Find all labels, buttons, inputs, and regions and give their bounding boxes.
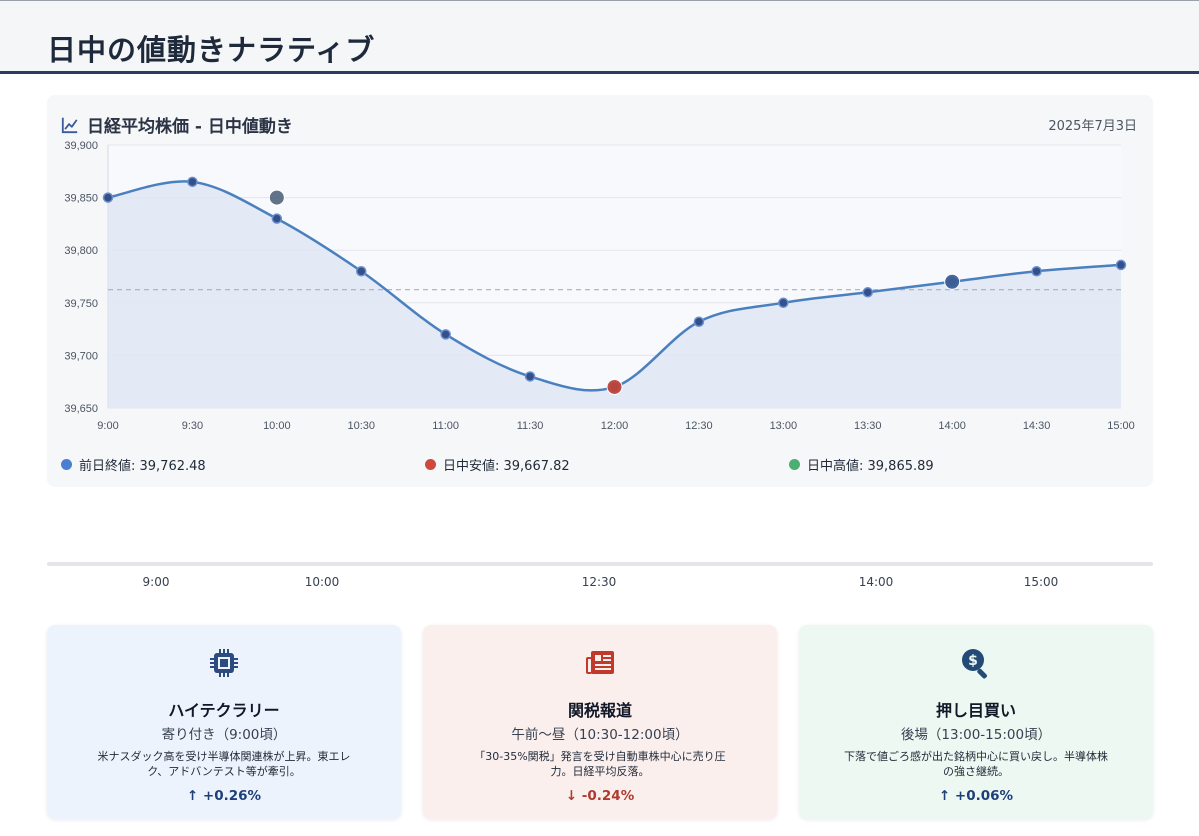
timeline-label: 15:00 xyxy=(1023,575,1059,589)
timeline-label: 12:30 xyxy=(581,575,617,589)
y-tick-label: 39,850 xyxy=(64,193,98,205)
card-change: ↑ +0.06% xyxy=(799,788,1153,804)
narrative-card-dip-buying: $ 押し目買い 後場（13:00-15:00頃） 下落で値ごろ感が出た銘柄中心に… xyxy=(799,625,1153,819)
x-tick-label: 14:00 xyxy=(938,420,966,432)
intraday-line-chart: 39,650 39,700 39,750 39,800 39,850 39,900 9:00… xyxy=(64,140,1135,432)
legend-dot xyxy=(425,459,436,470)
newspaper-icon xyxy=(586,651,614,674)
y-tick-label: 39,700 xyxy=(64,350,98,362)
chart-title: 日経平均株価 - 日中値動き xyxy=(61,112,293,137)
data-point xyxy=(524,371,536,382)
page-title: 日中の値動きナラティブ xyxy=(47,33,376,67)
data-point xyxy=(356,265,367,277)
data-point xyxy=(1031,265,1042,277)
timeline-label: 9:00 xyxy=(142,575,170,589)
event-marker xyxy=(268,189,285,206)
data-point xyxy=(440,329,451,340)
timeline-bar xyxy=(47,562,1153,566)
area-fill xyxy=(108,181,1121,408)
card-period: 後場（13:00-15:00頃） xyxy=(900,727,1052,743)
legend-label: 日中安値: 39,667.82 xyxy=(443,459,570,474)
change-value: +0.26% xyxy=(202,788,262,804)
card-change: ↑ +0.26% xyxy=(47,788,401,804)
card-period: 寄り付き（9:00頃） xyxy=(161,727,287,743)
chart-card: 39,650 39,700 39,750 39,800 39,850 39,900 9:00… xyxy=(47,95,1153,487)
change-value: +0.06% xyxy=(954,788,1014,804)
card-description: 米ナスダック高を受け半導体関連株が上昇。東エレク、アドバンテスト等が牽引。 xyxy=(97,750,351,778)
search-dollar-icon: $ xyxy=(962,649,987,679)
x-tick-label: 11:30 xyxy=(517,420,544,432)
card-description: 「30-35%関税」発言を受け自動車株中心に売り圧力。日経平均反落。 xyxy=(474,750,726,778)
cpu-chip-icon xyxy=(210,649,238,677)
legend-label: 日中高値: 39,865.89 xyxy=(807,459,934,474)
event-marker xyxy=(606,378,623,395)
x-tick-label: 9:00 xyxy=(97,420,118,432)
legend-intraday-low: 日中安値: 39,667.82 xyxy=(425,455,570,474)
timeline-label: 14:00 xyxy=(858,575,894,589)
timeline-label: 10:00 xyxy=(304,575,340,589)
y-tick-label: 39,800 xyxy=(64,245,98,257)
x-tick-label: 15:00 xyxy=(1107,420,1135,432)
x-tick-label: 10:30 xyxy=(347,420,375,432)
narrative-card-tariff-news: 関税報道 午前～昼（10:30-12:00頃） 「30-35%関税」発言を受け自… xyxy=(423,625,777,819)
data-point xyxy=(102,192,114,203)
arrow-up-icon: ↑ xyxy=(938,788,951,804)
x-tick-label: 11:00 xyxy=(432,420,459,432)
event-marker xyxy=(944,273,961,290)
card-change: ↓ -0.24% xyxy=(423,788,777,804)
data-point xyxy=(862,287,873,298)
card-description: 下落で値ごろ感が出た銘柄中心に買い戻し。半導体株の強さ継続。 xyxy=(843,750,1108,778)
narrative-card-tech-rally: ハイテクラリー 寄り付き（9:00頃） 米ナスダック高を受け半導体関連株が上昇。… xyxy=(47,625,401,819)
arrow-down-icon: ↓ xyxy=(565,788,578,804)
x-tick-label: 12:00 xyxy=(601,420,629,432)
x-tick-label: 14:30 xyxy=(1023,420,1051,432)
card-period: 午前～昼（10:30-12:00頃） xyxy=(511,727,689,743)
legend-dot xyxy=(789,459,800,470)
x-tick-label: 10:00 xyxy=(263,420,291,432)
legend-dot xyxy=(61,459,72,470)
legend-intraday-high: 日中高値: 39,865.89 xyxy=(789,455,934,474)
y-tick-label: 39,650 xyxy=(64,403,98,415)
page-header: 日中の値動きナラティブ xyxy=(0,0,1199,74)
data-point xyxy=(693,316,705,327)
x-tick-label: 13:00 xyxy=(770,420,798,432)
change-value: -0.24% xyxy=(581,788,635,804)
legend-previous-close: 前日終値: 39,762.48 xyxy=(61,455,206,474)
x-tick-label: 12:30 xyxy=(685,420,713,432)
data-point xyxy=(271,213,283,224)
line-chart-icon xyxy=(61,117,78,133)
card-title: ハイテクラリー xyxy=(168,701,280,720)
data-point xyxy=(187,176,198,188)
arrow-up-icon: ↑ xyxy=(186,788,199,804)
svg-text:$: $ xyxy=(968,653,978,669)
chart-date: 2025年7月3日 xyxy=(1048,119,1137,134)
chart-title-text: 日経平均株価 - 日中値動き xyxy=(87,117,293,137)
legend-label: 前日終値: 39,762.48 xyxy=(79,459,206,474)
y-tick-label: 39,900 xyxy=(64,140,98,152)
card-title: 押し目買い xyxy=(935,701,1016,720)
y-tick-label: 39,750 xyxy=(64,298,98,310)
x-tick-label: 13:30 xyxy=(854,420,882,432)
x-tick-label: 9:30 xyxy=(182,420,203,432)
data-point xyxy=(778,297,789,309)
card-title: 関税報道 xyxy=(567,701,632,720)
data-point xyxy=(1115,259,1127,271)
